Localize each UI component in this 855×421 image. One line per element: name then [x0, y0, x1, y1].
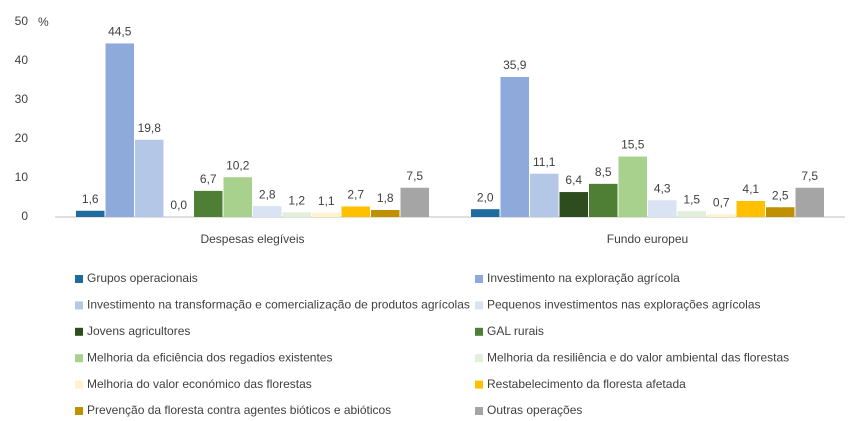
value-label: 7,5 — [406, 169, 423, 183]
value-label: 19,8 — [138, 121, 162, 135]
legend-label: Melhoria do valor económico das floresta… — [87, 377, 312, 391]
bar — [371, 209, 400, 217]
bar — [223, 177, 252, 217]
value-label: 4,3 — [654, 181, 671, 195]
legend-label: Investimento na exploração agrícola — [487, 271, 680, 285]
value-label: 6,7 — [200, 172, 217, 186]
value-label: 4,1 — [742, 182, 759, 196]
value-label: 35,9 — [503, 58, 527, 72]
legend-label: Restabelecimento da floresta afetada — [487, 377, 686, 391]
legend-swatch — [75, 301, 83, 310]
y-tick-label: 30 — [15, 92, 29, 106]
legend-label: Outras operações — [487, 403, 582, 417]
bar — [76, 210, 105, 217]
legend-label: Investimento na transformação e comercia… — [87, 298, 470, 312]
legend-swatch — [75, 407, 83, 415]
legend-label: Pequenos investimentos nas explorações a… — [487, 298, 761, 312]
bar — [559, 192, 588, 217]
value-label: 2,5 — [772, 188, 789, 202]
bar — [677, 211, 706, 217]
value-label: 1,8 — [377, 191, 394, 205]
bar — [312, 212, 341, 217]
legend-swatch — [475, 380, 483, 389]
value-label: 2,7 — [347, 188, 364, 202]
legend-swatch — [475, 301, 483, 310]
value-label: 0,7 — [713, 195, 730, 209]
bar — [253, 206, 282, 217]
bar — [589, 183, 618, 217]
legend-label: GAL rurais — [487, 324, 544, 338]
bar — [707, 214, 736, 217]
legend-swatch — [75, 380, 83, 389]
value-label: 2,0 — [477, 190, 494, 204]
bar — [766, 207, 795, 217]
value-label: 1,2 — [288, 193, 305, 207]
value-label: 15,5 — [621, 138, 645, 152]
bar — [618, 156, 647, 217]
value-label: 1,6 — [82, 192, 99, 206]
legend-swatch — [75, 327, 83, 336]
value-label: 7,5 — [801, 169, 818, 183]
legend-swatch — [75, 354, 83, 363]
y-tick-label: 40 — [15, 53, 29, 67]
y-tick-label: 10 — [15, 170, 29, 184]
bar — [795, 187, 824, 217]
legend-swatch — [75, 275, 83, 283]
legend-label: Grupos operacionais — [87, 271, 198, 285]
bar — [105, 43, 134, 218]
x-tick-label: Fundo europeu — [607, 232, 688, 246]
value-label: 1,5 — [683, 192, 700, 206]
bar — [282, 212, 311, 217]
y-tick-label: 20 — [15, 131, 29, 145]
bar — [341, 206, 370, 217]
bar — [530, 173, 559, 217]
legend-label: Melhoria da eficiência dos regadios exis… — [87, 350, 332, 364]
bar — [194, 190, 223, 217]
value-label: 2,8 — [259, 187, 276, 201]
y-tick-label: 50 — [15, 14, 29, 28]
y-unit: % — [38, 15, 49, 29]
legend-swatch — [475, 407, 483, 415]
legend-label: Jovens agricultores — [87, 324, 190, 338]
value-label: 0,0 — [170, 198, 187, 212]
bar — [648, 200, 677, 217]
legend-label: Melhoria da resiliência e do valor ambie… — [487, 350, 789, 364]
x-tick-label: Despesas elegíveis — [200, 232, 304, 246]
bar — [500, 76, 529, 218]
value-label: 8,5 — [595, 165, 612, 179]
value-label: 11,1 — [533, 155, 556, 169]
y-tick-label: 0 — [21, 209, 28, 223]
bar — [471, 209, 500, 217]
legend-label: Prevenção da floresta contra agentes bió… — [87, 403, 391, 417]
value-label: 1,1 — [318, 194, 335, 208]
value-label: 44,5 — [108, 25, 132, 39]
legend-swatch — [475, 327, 483, 336]
bar — [736, 201, 765, 217]
legend-swatch — [475, 354, 483, 363]
bar — [135, 139, 164, 217]
value-label: 10,2 — [226, 158, 250, 172]
value-label: 6,4 — [565, 173, 582, 187]
bar — [400, 187, 429, 217]
legend-swatch — [475, 275, 483, 283]
